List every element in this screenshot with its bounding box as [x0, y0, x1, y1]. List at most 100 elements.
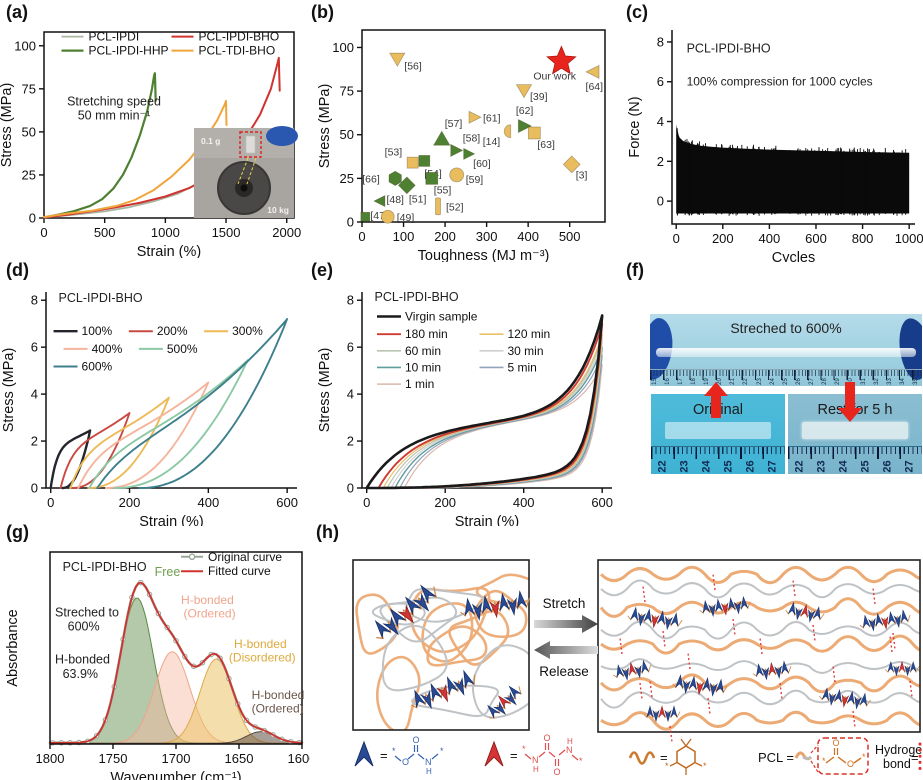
svg-text:H-bonded: H-bonded [181, 593, 234, 607]
svg-text:25: 25 [340, 171, 354, 186]
svg-text:400%: 400% [92, 342, 123, 356]
svg-text:63.9%: 63.9% [63, 667, 98, 681]
svg-text:[51]: [51] [409, 193, 427, 205]
ruler-rested-numbers: 22 23 24 25 26 27 [793, 460, 916, 473]
svg-text:*: * [822, 756, 826, 766]
svg-text:8: 8 [347, 293, 354, 308]
svg-text:0: 0 [363, 495, 370, 510]
panel-e-label: (e) [311, 260, 333, 280]
svg-text:*: * [440, 746, 444, 756]
panel-h: (h) Stretch Release = * O O N H * = * N H O O N H * = * * PCL… [310, 520, 923, 780]
recovery-time-chart: 0 200 400 600 0 2 4 6 8 Strain (%) Stress (MPa) Vir… [317, 290, 613, 526]
svg-text:PCL-IPDI-BHO: PCL-IPDI-BHO [375, 290, 459, 304]
svg-text:Strain (%): Strain (%) [139, 514, 203, 526]
svg-text:100: 100 [393, 229, 415, 244]
svg-text:[39]: [39] [530, 91, 548, 103]
svg-text:Streched to: Streched to [55, 605, 119, 619]
svg-text:Fitted curve: Fitted curve [208, 564, 271, 578]
svg-text:1600: 1600 [288, 751, 310, 766]
svg-text:600: 600 [276, 495, 298, 510]
svg-text:Stretching speed: Stretching speed [67, 94, 161, 108]
svg-text:200: 200 [434, 229, 456, 244]
svg-text:400: 400 [197, 495, 219, 510]
svg-text:0: 0 [657, 194, 664, 209]
svg-text:[56]: [56] [404, 61, 422, 73]
cyclic-loading-chart: 0 200 400 600 0 2 4 6 8 Strain (%) Stress (MPa) 100… [1, 291, 298, 526]
svg-text:1800: 1800 [36, 751, 65, 766]
svg-text:2000: 2000 [272, 225, 301, 240]
svg-text:400: 400 [759, 231, 781, 246]
svg-text:4: 4 [31, 387, 38, 402]
svg-text:400: 400 [517, 229, 539, 244]
svg-text:200: 200 [434, 495, 456, 510]
svg-text:=: = [510, 748, 518, 763]
panel-g: (g) 1800 1750 1700 1650 1600 Wavenumber (cm⁻¹… [0, 520, 310, 780]
svg-text:N: N [425, 757, 432, 767]
svg-text:(Disordered): (Disordered) [229, 650, 296, 664]
svg-text:*: * [665, 761, 669, 771]
svg-text:Absorbance: Absorbance [5, 609, 21, 686]
rested-sample [802, 422, 908, 439]
svg-text:180 min: 180 min [405, 327, 448, 341]
svg-text:1700: 1700 [162, 751, 191, 766]
svg-text:100: 100 [14, 38, 36, 53]
svg-text:Force (N): Force (N) [627, 96, 643, 157]
svg-text:1750: 1750 [99, 751, 128, 766]
svg-text:PCL =: PCL = [758, 750, 794, 765]
panel-h-label: (h) [316, 522, 339, 542]
svg-text:PCL-IPDI-BHO: PCL-IPDI-BHO [687, 41, 771, 55]
svg-text:Release: Release [539, 664, 589, 679]
svg-text:0: 0 [31, 481, 38, 496]
panel-b: (b) 0 100 200 300 400 500 0 25 50 75 100 Toughness … [305, 0, 620, 262]
svg-text:75: 75 [22, 81, 36, 96]
panel-e: (e) 0 200 400 600 0 2 4 6 8 Strain (%) Stress (MPa… [305, 258, 620, 526]
svg-text:Virgin sample: Virgin sample [405, 310, 478, 324]
svg-text:10 min: 10 min [405, 360, 441, 374]
svg-text:0: 0 [29, 211, 36, 226]
svg-text:Original curve: Original curve [208, 550, 282, 564]
panel-f: (f) Streched to 600% 15 16 17 18 19 20 21 22 23 2… [620, 258, 923, 520]
svg-text:(Ordered): (Ordered) [184, 606, 236, 620]
svg-text:PCL-IPDI-HHP: PCL-IPDI-HHP [89, 44, 169, 58]
svg-text:(Ordered): (Ordered) [252, 701, 304, 715]
stretched-sample-photo: Streched to 600% 15 16 17 18 19 20 21 22 23 24 25 2… [650, 314, 922, 386]
svg-text:H: H [426, 767, 432, 776]
svg-text:=: = [911, 750, 919, 765]
panel-c-label: (c) [626, 2, 648, 22]
ruler-rested: 22 23 24 25 26 27 [788, 446, 922, 474]
svg-text:[59]: [59] [466, 174, 484, 186]
ruler-top-numbers: 15 16 17 18 19 20 21 22 23 24 25 26 27 28 29 30 31 32 33 34… [651, 378, 920, 385]
svg-text:Stress (MPa): Stress (MPa) [1, 348, 17, 433]
svg-text:=: = [380, 748, 388, 763]
svg-text:600: 600 [591, 495, 613, 510]
svg-text:PCL-IPDI: PCL-IPDI [89, 30, 140, 44]
panel-d: (d) 0 200 400 600 0 2 4 6 8 Strain (%) Stress (MPa… [0, 258, 305, 526]
svg-text:PCL-TDI-BHO: PCL-TDI-BHO [199, 44, 276, 58]
svg-text:Strain (%): Strain (%) [137, 244, 201, 258]
arrow-up-icon [704, 382, 728, 418]
svg-text:8: 8 [31, 293, 38, 308]
svg-text:O: O [543, 733, 550, 743]
svg-text:O: O [832, 738, 839, 748]
svg-text:300%: 300% [232, 324, 263, 338]
svg-text:75: 75 [340, 84, 354, 99]
svg-text:0.1 g: 0.1 g [201, 136, 220, 146]
svg-text:0: 0 [358, 229, 365, 244]
svg-text:H-bonded: H-bonded [252, 688, 305, 702]
svg-text:1500: 1500 [212, 225, 241, 240]
svg-text:500: 500 [559, 229, 581, 244]
svg-text:[48]: [48] [386, 194, 404, 206]
svg-text:[63]: [63] [537, 139, 555, 151]
stress-strain-chart: 0 500 1000 1500 2000 0 25 50 75 100 Strain (%) Stre… [0, 30, 301, 258]
stretched-sample [656, 348, 916, 357]
svg-text:bond: bond [883, 757, 911, 771]
svg-text:Stretch: Stretch [543, 596, 586, 611]
svg-text:0: 0 [47, 495, 54, 510]
svg-text:[58]: [58] [463, 132, 481, 144]
compression-cycles-chart: 0 200 400 600 800 1000 0 2 4 6 8 Cycles Force (N) PCL… [627, 30, 923, 262]
svg-text:120 min: 120 min [508, 327, 551, 341]
svg-text:50: 50 [340, 127, 354, 142]
svg-text:500%: 500% [167, 342, 198, 356]
svg-text:50: 50 [22, 124, 36, 139]
